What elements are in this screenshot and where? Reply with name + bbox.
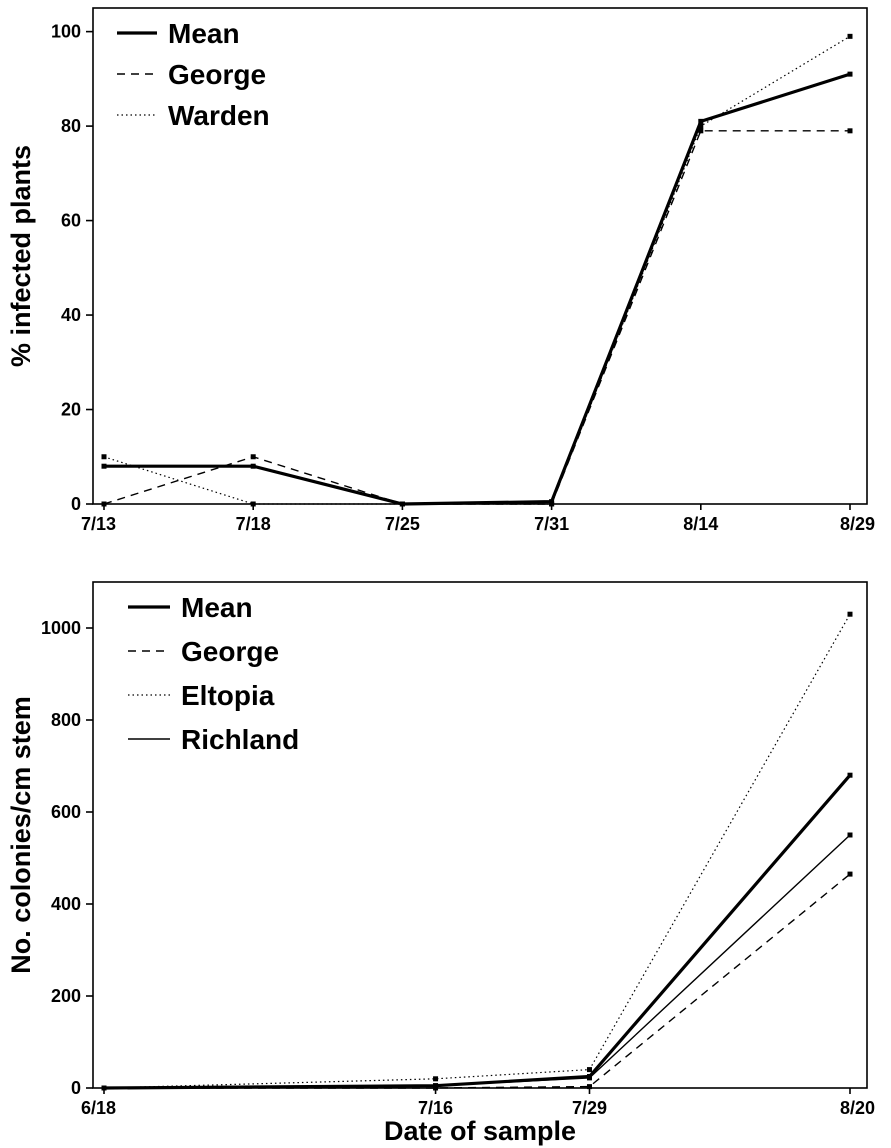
x-tick-label: 7/16 <box>418 1098 453 1118</box>
x-tick-label: 7/31 <box>534 514 569 534</box>
data-point-george <box>847 871 853 877</box>
legend-label-warden: Warden <box>168 100 270 131</box>
data-point-warden <box>847 33 853 39</box>
legend-label-eltopia: Eltopia <box>181 680 275 711</box>
x-tick-label: 7/25 <box>385 514 420 534</box>
y-tick-label: 600 <box>51 802 81 822</box>
x-tick-label: 8/20 <box>840 1098 875 1118</box>
data-point-mean <box>847 772 853 778</box>
y-tick-label: 80 <box>61 116 81 136</box>
data-point-mean <box>847 71 853 77</box>
y-tick-label: 20 <box>61 400 81 420</box>
x-tick-label: 8/29 <box>840 514 875 534</box>
legend-label-mean: Mean <box>181 592 253 623</box>
data-point-eltopia <box>433 1076 439 1082</box>
data-point-george <box>586 1084 592 1090</box>
legend-label-george: George <box>181 636 279 667</box>
data-point-george <box>698 128 704 134</box>
series-line-richland <box>103 834 851 1089</box>
x-tick-label: 7/18 <box>236 514 271 534</box>
y-tick-label: 100 <box>51 22 81 42</box>
y-tick-label: 0 <box>71 1078 81 1098</box>
x-tick-label: 6/18 <box>81 1098 116 1118</box>
y-axis-label: No. colonies/cm stem <box>6 696 36 974</box>
x-axis-label: Date of sample <box>384 1116 576 1146</box>
series-line-mean <box>103 774 852 1090</box>
y-tick-label: 40 <box>61 305 81 325</box>
data-point-mean <box>698 118 704 124</box>
data-point-richland <box>433 1083 439 1089</box>
data-point-mean <box>101 463 107 469</box>
legend-label-richland: Richland <box>181 724 299 755</box>
data-point-warden <box>399 501 405 507</box>
data-point-warden <box>250 501 256 507</box>
y-axis-label: % infected plants <box>6 145 36 367</box>
y-tick-label: 200 <box>51 986 81 1006</box>
chart-colonies-per-stem: 0 200 400 600 800 1000 6/18 7/16 7/29 8/20 No. col… <box>6 581 875 1146</box>
y-tick-label: 800 <box>51 710 81 730</box>
data-point-george <box>847 128 853 134</box>
series-line-eltopia <box>103 613 851 1089</box>
data-point-richland <box>586 1075 592 1081</box>
data-point-eltopia <box>586 1067 592 1073</box>
data-point-richland <box>847 832 853 838</box>
legend-label-mean: Mean <box>168 18 240 49</box>
data-point-warden <box>549 501 555 507</box>
data-point-george <box>250 454 256 460</box>
data-point-mean <box>250 463 256 469</box>
data-point-warden <box>698 123 704 129</box>
y-tick-label: 0 <box>71 494 81 514</box>
legend-label-george: George <box>168 59 266 90</box>
y-tick-label: 1000 <box>41 618 81 638</box>
plot-frame <box>92 581 868 1089</box>
x-tick-label: 7/29 <box>572 1098 607 1118</box>
data-point-richland <box>101 1085 107 1091</box>
x-tick-label: 8/14 <box>683 514 718 534</box>
x-tick-label: 7/13 <box>81 514 116 534</box>
y-tick-label: 60 <box>61 211 81 231</box>
data-point-eltopia <box>847 611 853 617</box>
series-line-george <box>104 873 851 1089</box>
series-line-george <box>103 130 850 505</box>
chart-infected-plants: 0 20 40 60 80 100 7/13 7/18 7/25 7/31 8/14 8/29 % in… <box>6 7 875 534</box>
series-line-mean <box>104 72 851 506</box>
data-point-george <box>101 501 107 507</box>
y-tick-label: 400 <box>51 894 81 914</box>
data-point-warden <box>101 454 107 460</box>
